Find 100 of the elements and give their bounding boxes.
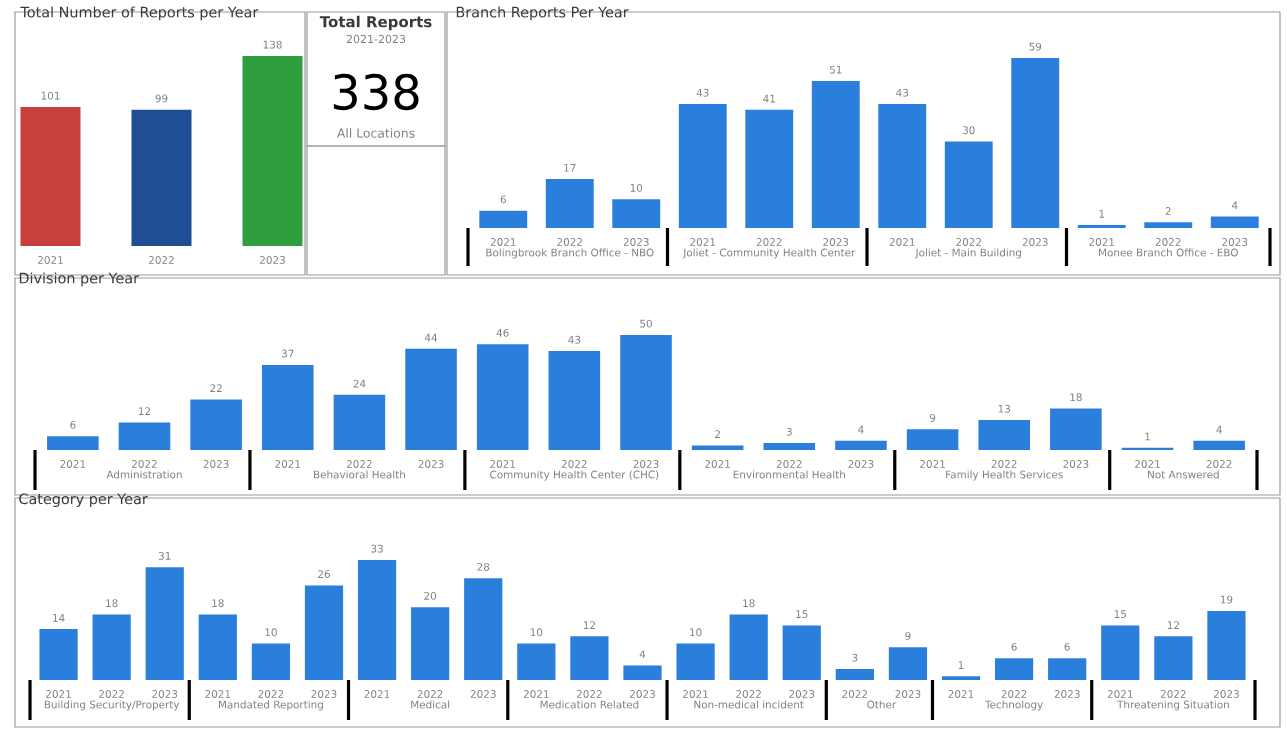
x-axis-title: Non-medical incident [694,700,804,709]
x-tick-label: 2022 [417,690,443,698]
x-tick-label: 2023 [633,460,659,468]
data-label: 41 [763,94,775,103]
x-axis-title: Threatening Situation [1117,700,1229,711]
x-tick-label: 2023 [1022,238,1048,246]
data-label: 1 [1145,432,1150,441]
data-label: 6 [500,195,506,204]
x-tick-label: 2021 [705,460,730,468]
x-tick-label: 2021 [490,460,515,468]
data-label: 9 [905,632,911,640]
data-label: 10 [630,183,643,192]
x-tick-label: 2022 [149,256,174,264]
data-label: 10 [530,628,543,637]
data-label: 43 [896,88,909,97]
x-tick-label: 2022 [776,460,802,468]
data-label: 4 [1231,201,1238,210]
data-label: 3 [852,653,858,662]
data-label: 1 [1099,210,1105,218]
data-label: 24 [353,379,366,388]
data-label: 99 [155,94,168,103]
x-tick-label: 2021 [690,238,716,246]
data-label: 2 [1165,207,1171,215]
x-tick-label: 2022 [561,460,587,468]
x-axis-title: Bolingbrook Branch Office - NBO [486,248,654,259]
x-tick-label: 2022 [991,460,1017,468]
data-label: 10 [265,628,277,637]
x-tick-label: 2023 [1063,460,1089,468]
data-label: 6 [70,420,76,429]
data-label: 1 [958,661,964,669]
data-label: 18 [106,599,118,608]
x-tick-label: 2022 [842,690,868,698]
x-tick-label: 2021 [1135,460,1160,468]
data-label: 30 [962,126,975,135]
x-tick-label: 2022 [132,460,157,468]
x-tick-label: 2023 [848,460,874,468]
x-tick-label: 2021 [38,256,63,264]
x-tick-label: 2021 [523,690,549,698]
x-tick-label: 2023 [152,690,178,698]
x-tick-label: 2021 [490,238,516,246]
x-axis-title: Behavioral Health [314,470,405,479]
data-label: 2 [715,430,720,438]
x-tick-label: 2021 [1089,238,1115,246]
data-label: 12 [583,621,595,629]
data-label: 338 [333,73,419,111]
data-label: 50 [640,319,652,328]
data-label: 31 [158,551,171,560]
data-label: 101 [41,91,60,100]
x-tick-label: 2021 [683,690,708,698]
data-label: 18 [212,599,224,608]
data-label: 6 [1011,642,1017,651]
data-label: 37 [281,349,294,358]
x-tick-label: 2022 [956,238,981,246]
data-label: 4 [1216,425,1222,434]
data-label: 22 [210,384,222,392]
data-label: 15 [1114,610,1126,619]
x-axis-title: Building Security/Property [44,700,180,711]
x-tick-label: 2023 [1213,690,1239,698]
x-tick-label: 2023 [470,690,496,698]
chart-title: Division per Year [19,272,140,287]
data-label: 46 [496,328,509,337]
data-label: 14 [53,614,65,622]
chart-title: Category per Year [19,493,148,508]
x-axis-title: Community Health Center (CHC) [490,470,659,481]
data-label: 33 [371,544,383,553]
x-tick-label: 2023 [623,238,649,246]
x-tick-label: 2023 [311,690,337,698]
x-axis-title: Not Answered [1148,470,1219,479]
x-tick-label: 2021 [889,238,915,246]
data-label: 13 [998,404,1011,413]
x-axis-title: Family Health Services [946,470,1063,481]
data-label: 26 [318,570,330,579]
x-tick-label: 2021 [1107,690,1133,698]
data-label: 19 [1220,595,1233,604]
x-axis-title: Technology [984,700,1043,711]
x-axis-title: Administration [106,470,182,479]
x-axis-title: Other [867,700,897,709]
x-tick-label: 2022 [557,238,582,246]
data-label: 12 [138,407,151,415]
data-label: 6 [1064,642,1070,651]
data-label: 43 [696,88,709,97]
data-label: 28 [477,562,490,571]
data-label: 59 [1029,42,1042,51]
data-label: 17 [564,164,576,172]
x-tick-label: 2021 [46,690,71,698]
data-label: 9 [929,414,936,422]
data-label: 51 [829,65,842,74]
data-label: 18 [743,599,755,608]
text: 2021-2023 [346,34,406,44]
x-tick-label: 2023 [203,460,229,468]
text: All Locations [336,128,415,138]
x-tick-label: 2022 [99,690,124,698]
x-axis-title: Mandated Reporting [219,700,323,711]
data-label: 15 [796,610,808,619]
x-tick-label: 2022 [346,460,372,468]
chart-title: Branch Reports Per Year [456,6,629,21]
x-tick-label: 2023 [630,690,655,698]
data-label: 138 [263,40,282,49]
data-label: 4 [858,425,864,434]
x-tick-label: 2021 [948,690,974,698]
